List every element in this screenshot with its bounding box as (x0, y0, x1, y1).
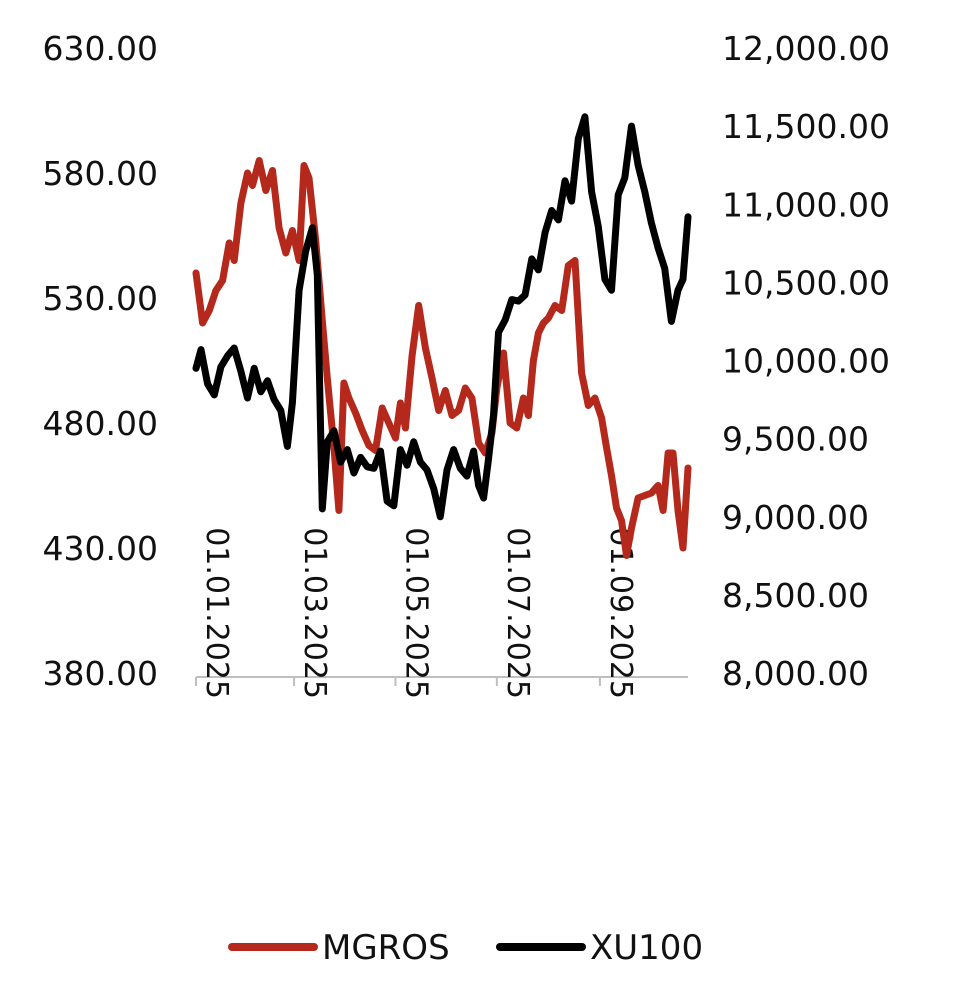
x-tick-label: 01.09.2025 (603, 527, 638, 699)
legend-label-mgros: MGROS (322, 928, 450, 968)
left-y-tick-label: 380.00 (43, 654, 158, 693)
x-tick-label: 01.01.2025 (199, 527, 234, 699)
right-y-tick-label: 10,000.00 (722, 342, 890, 381)
right-y-tick-label: 9,000.00 (722, 498, 869, 537)
x-tick-label: 01.07.2025 (500, 527, 535, 699)
right-y-tick-label: 11,500.00 (722, 107, 890, 146)
left-y-tick-label: 430.00 (43, 529, 158, 568)
right-y-tick-label: 8,000.00 (722, 654, 869, 693)
left-y-tick-label: 580.00 (43, 154, 158, 193)
x-axis-tick-labels: 01.01.2025 01.03.2025 01.05.2025 01.07.2025… (199, 527, 638, 699)
left-y-tick-label: 530.00 (43, 279, 158, 318)
right-y-tick-label: 8,500.00 (722, 576, 869, 615)
left-y-tick-label: 480.00 (43, 404, 158, 443)
right-y-axis-ticks: 12,000.00 11,500.00 11,000.00 10,500.00 10,0… (722, 29, 890, 693)
legend: MGROS XU100 (232, 928, 703, 968)
legend-label-xu100: XU100 (590, 928, 703, 968)
right-y-tick-label: 9,500.00 (722, 420, 869, 459)
left-y-axis-ticks: 630.00 580.00 530.00 480.00 430.00 380.00 (43, 29, 158, 693)
x-tick-label: 01.05.2025 (398, 527, 433, 699)
right-y-tick-label: 12,000.00 (722, 29, 890, 68)
right-y-tick-label: 10,500.00 (722, 263, 890, 302)
x-tick-label: 01.03.2025 (297, 527, 332, 699)
series-lines (196, 117, 688, 556)
left-y-tick-label: 630.00 (43, 29, 158, 68)
right-y-tick-label: 11,000.00 (722, 185, 890, 224)
